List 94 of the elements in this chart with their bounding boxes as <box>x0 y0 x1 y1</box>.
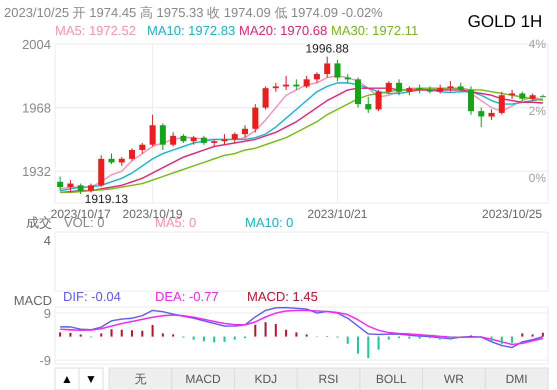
bar <box>213 336 216 342</box>
text: ▼ <box>85 372 97 386</box>
candlestick <box>232 132 238 144</box>
bar <box>120 330 123 337</box>
bar <box>449 336 452 340</box>
candlestick <box>334 59 340 82</box>
candlestick <box>293 78 300 90</box>
candlestick <box>488 108 495 120</box>
candlestick <box>478 107 484 128</box>
text: KDJ <box>254 372 278 386</box>
annotation: 1919.13 <box>84 192 128 206</box>
candlestick <box>314 72 320 84</box>
bar <box>490 336 493 342</box>
candlestick <box>304 75 310 89</box>
text: MA10: 0 <box>245 215 294 230</box>
bar <box>439 336 442 340</box>
text: MA20: 1970.68 <box>239 23 328 38</box>
bar <box>285 330 288 337</box>
bar <box>80 334 82 337</box>
text: 成交 <box>26 215 52 230</box>
bar <box>306 334 308 337</box>
series-label: MACD: 1.45 <box>247 289 318 304</box>
bar <box>234 336 236 340</box>
bar <box>274 324 277 337</box>
bar <box>223 336 226 342</box>
bar <box>152 325 154 337</box>
candlestick <box>242 124 248 138</box>
chart-title: GOLD 1H <box>468 12 542 31</box>
bar <box>69 332 72 337</box>
candlestick <box>498 91 505 116</box>
series-label: DEA: -0.77 <box>155 289 219 304</box>
x-tick-label: 2023/10/21 <box>307 207 368 221</box>
y-tick-label: -9 <box>39 353 51 368</box>
bar <box>388 336 390 340</box>
bar <box>162 333 164 337</box>
bar <box>192 336 195 340</box>
text: MA30: 1972.11 <box>331 23 418 38</box>
candlestick <box>160 123 166 150</box>
y2-tick-label: 2% <box>528 104 546 118</box>
candlestick <box>283 75 290 90</box>
text: ▲ <box>61 372 73 386</box>
candlestick <box>170 132 176 147</box>
y2-tick-label: 0% <box>528 170 546 185</box>
y-tick-label: 1968 <box>22 100 51 116</box>
text: MA10: 1972.83 <box>147 23 236 38</box>
y-tick-label: 9 <box>44 306 51 322</box>
bar <box>378 336 380 350</box>
bar <box>521 333 524 337</box>
candlestick <box>396 78 402 96</box>
text: MA5: 1972.52 <box>55 23 136 38</box>
candlestick <box>150 114 156 147</box>
candlestick <box>57 176 64 192</box>
text: BOLL <box>376 372 407 386</box>
bar <box>100 333 102 337</box>
bar <box>202 336 205 342</box>
bar <box>356 336 359 354</box>
candlestick <box>365 96 372 114</box>
bar <box>141 330 144 337</box>
bar <box>59 332 62 337</box>
candlestick <box>252 104 258 133</box>
candlestick <box>139 142 146 154</box>
annotation: 1996.88 <box>305 42 350 56</box>
candlestick <box>376 89 382 112</box>
x-tick-label: 2023/10/25 <box>482 207 542 221</box>
text: 无 <box>134 372 146 386</box>
y-axis-title: MACD <box>14 293 52 308</box>
bar <box>264 322 267 337</box>
text: WR <box>444 372 464 386</box>
bar <box>172 334 174 337</box>
candlestick <box>129 148 136 162</box>
text: MACD <box>185 372 222 386</box>
bar <box>295 332 298 337</box>
text: DMI <box>506 372 528 386</box>
bar <box>367 336 370 358</box>
text: 2023/10/25 开 1974.45 高 1975.33 收 1974.09 低 1974.09 -0.02% <box>4 5 384 20</box>
bar <box>542 332 544 337</box>
candlestick <box>468 86 474 116</box>
candlestick <box>78 183 84 194</box>
y-tick-label: 1932 <box>22 164 51 180</box>
text: RSI <box>318 372 339 386</box>
text: 4 <box>44 233 51 248</box>
candlestick <box>108 153 114 165</box>
candlestick <box>67 180 74 193</box>
candlestick <box>324 56 330 78</box>
candlestick <box>262 86 269 110</box>
y-tick-label: 2004 <box>22 37 51 52</box>
y2-tick-label: 4% <box>528 37 546 51</box>
bar <box>110 329 112 337</box>
series-label: DIF: -0.04 <box>63 289 121 304</box>
bar <box>500 336 503 344</box>
bar <box>532 334 534 337</box>
candlestick <box>386 80 392 94</box>
bar <box>346 336 349 344</box>
bar <box>131 330 134 337</box>
